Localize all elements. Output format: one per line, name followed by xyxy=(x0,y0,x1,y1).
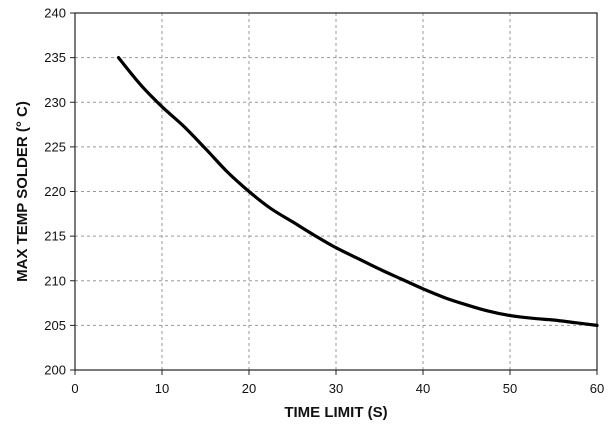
y-tick-label: 230 xyxy=(44,95,66,110)
x-axis: 0 10 20 30 40 50 60 xyxy=(71,370,604,396)
x-tick-label: 10 xyxy=(155,381,169,396)
y-tick-label: 210 xyxy=(44,273,66,288)
y-tick-label: 220 xyxy=(44,184,66,199)
x-tick-label: 30 xyxy=(329,381,343,396)
y-axis: 200 205 210 215 220 225 230 235 240 xyxy=(44,6,75,378)
x-tick-label: 60 xyxy=(590,381,604,396)
y-tick-label: 225 xyxy=(44,139,66,154)
y-tick-label: 200 xyxy=(44,363,66,378)
y-tick-label: 235 xyxy=(44,50,66,65)
grid xyxy=(75,13,597,370)
x-axis-label: TIME LIMIT (S) xyxy=(284,404,387,421)
y-axis-label: MAX TEMP SOLDER (° C) xyxy=(14,101,31,282)
y-tick-label: 215 xyxy=(44,229,66,244)
x-tick-label: 40 xyxy=(416,381,430,396)
y-tick-label: 240 xyxy=(44,6,66,21)
y-tick-label: 205 xyxy=(44,318,66,333)
x-tick-label: 50 xyxy=(503,381,517,396)
x-tick-label: 20 xyxy=(242,381,256,396)
series-line xyxy=(116,56,599,327)
x-tick-label: 0 xyxy=(71,381,78,396)
